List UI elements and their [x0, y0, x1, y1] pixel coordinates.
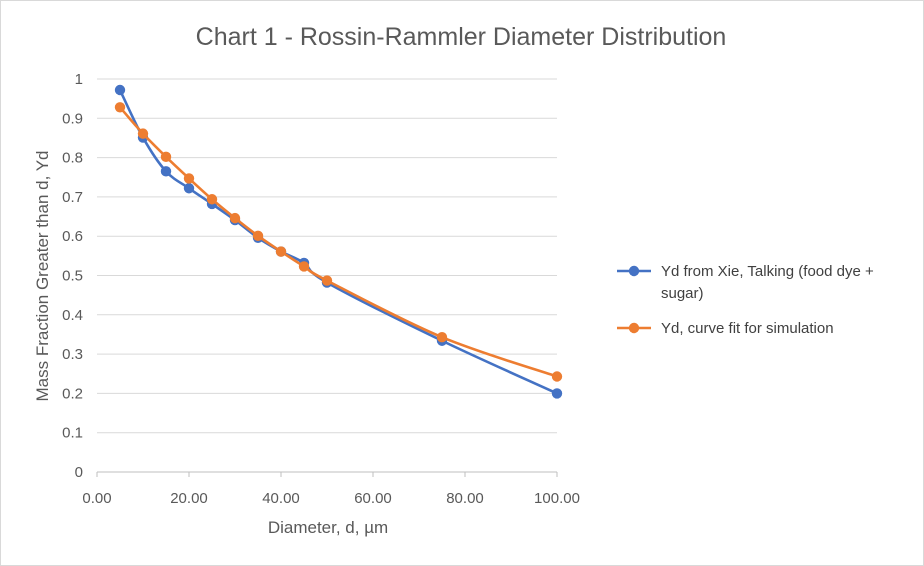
chart-title: Chart 1 - Rossin-Rammler Diameter Distri… [196, 23, 727, 51]
y-tick-label: 0.6 [62, 228, 83, 245]
y-tick-label: 0 [75, 464, 83, 481]
series-2-point [275, 246, 287, 257]
series-2-point [183, 173, 195, 184]
x-tick-label: 20.00 [170, 490, 208, 507]
series-2-point [252, 230, 264, 242]
series-1-point [183, 183, 195, 194]
series-2-point [436, 332, 448, 343]
series-2-point [229, 212, 241, 224]
x-tick-label: 100.00 [534, 490, 580, 507]
y-tick-label: 0.9 [62, 110, 83, 127]
y-tick-label: 0.1 [62, 425, 83, 442]
series-line-2 [119, 106, 558, 378]
series-2-point [551, 371, 563, 382]
y-tick-label: 0.8 [62, 150, 83, 167]
series-2-point [206, 194, 218, 205]
legend-label-1: Yd from Xie, Talking (food dye + [661, 263, 874, 280]
series-2-point [298, 261, 310, 272]
legend-marker-2 [628, 322, 640, 334]
legend-label-1: sugar) [661, 285, 704, 302]
series-2-point [321, 275, 333, 286]
series-1-point [551, 388, 563, 399]
x-tick-label: 40.00 [262, 490, 300, 507]
y-tick-label: 0.7 [62, 189, 83, 206]
x-tick-label: 60.00 [354, 490, 392, 507]
y-tick-label: 0.2 [62, 385, 83, 402]
y-tick-label: 0.3 [62, 346, 83, 363]
x-tick-label: 0.00 [82, 490, 111, 507]
y-tick-label: 0.5 [62, 268, 83, 285]
series-line-1 [118, 89, 558, 395]
x-tick-label: 80.00 [446, 490, 484, 507]
series-2-point [160, 151, 172, 163]
series-2-point [137, 128, 149, 139]
y-tick-label: 1 [75, 71, 83, 88]
legend-marker-1 [628, 265, 640, 277]
series-2-point [114, 102, 126, 113]
legend-label-2: Yd, curve fit for simulation [661, 320, 834, 337]
series-1-point [160, 166, 172, 177]
y-axis-title: Mass Fraction Greater than d, Yd [33, 150, 52, 401]
x-axis-title: Diameter, d, µm [268, 518, 388, 537]
series-1-point [114, 84, 126, 96]
y-tick-label: 0.4 [62, 307, 83, 324]
